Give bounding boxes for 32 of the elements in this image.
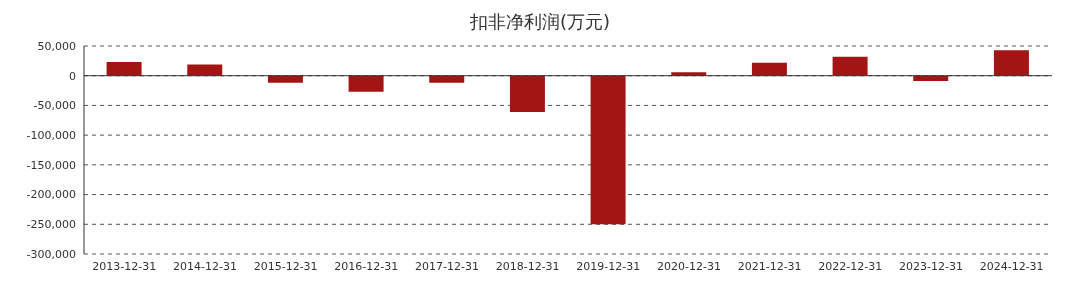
x-tick-label: 2020-12-31 [657, 259, 721, 273]
y-tick-label: -250,000 [26, 218, 76, 232]
x-tick-label: 2014-12-31 [173, 259, 237, 273]
bar [751, 62, 787, 76]
y-tick-label: 0 [69, 69, 76, 83]
x-tick-label: 2023-12-31 [899, 259, 963, 273]
y-tick-label: -150,000 [26, 158, 76, 172]
chart-title: 扣非净利润(万元) [468, 10, 611, 34]
x-tick-label: 2022-12-31 [818, 259, 883, 273]
x-tick-label: 2019-12-31 [576, 259, 641, 273]
bar [267, 75, 303, 83]
y-tick-label: -200,000 [26, 188, 76, 202]
y-tick-label: -50,000 [33, 99, 76, 113]
bar [590, 75, 626, 225]
x-tick-label: 2016-12-31 [334, 259, 399, 273]
bar [348, 75, 384, 92]
bar [993, 50, 1029, 76]
x-tick-label: 2018-12-31 [495, 259, 560, 273]
bar [187, 64, 223, 76]
bar [509, 75, 545, 112]
y-tick-label: -300,000 [26, 247, 76, 261]
bar [832, 56, 868, 76]
y-tick-label: -100,000 [26, 129, 76, 143]
y-tick-label: 50,000 [37, 39, 76, 53]
x-tick-label: 2021-12-31 [737, 259, 802, 273]
x-tick-label: 2017-12-31 [415, 259, 479, 273]
bar [913, 75, 949, 82]
bar [106, 62, 142, 76]
x-tick-label: 2013-12-31 [92, 259, 157, 273]
x-tick-label: 2015-12-31 [253, 259, 318, 273]
x-tick-label: 2024-12-31 [979, 259, 1044, 273]
bar [429, 75, 465, 83]
